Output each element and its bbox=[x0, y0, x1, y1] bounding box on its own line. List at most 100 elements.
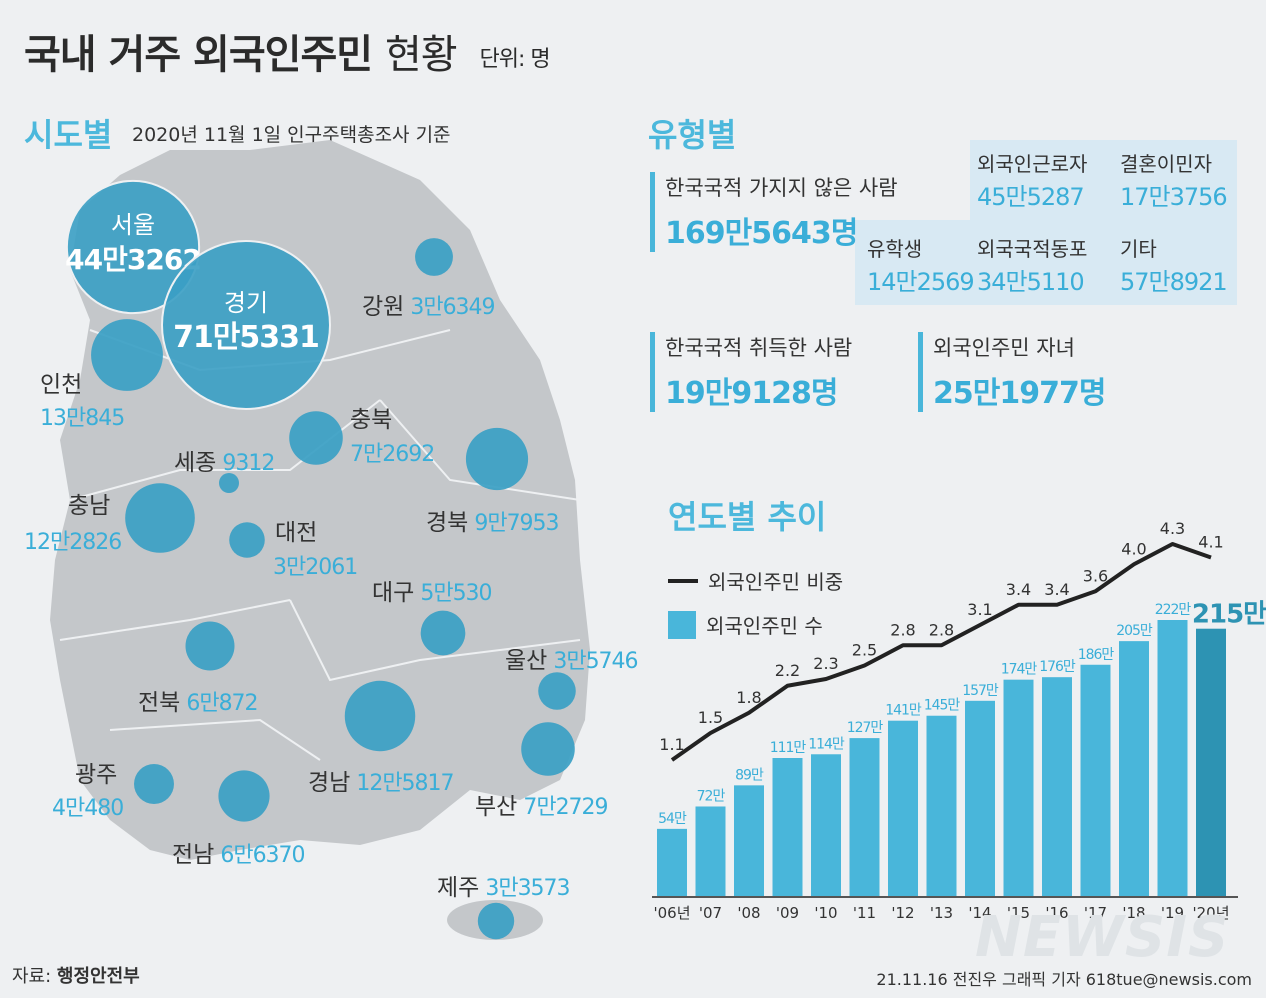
line-value-label: 2.8 bbox=[890, 620, 915, 639]
region-name: 광주 bbox=[75, 762, 118, 788]
bar bbox=[965, 700, 995, 896]
naturalized-block: 한국국적 취득한 사람 19만9128명 bbox=[650, 332, 852, 412]
region-label-6: 충남 bbox=[68, 486, 110, 520]
region-name: 세종 bbox=[174, 450, 217, 476]
line-value-label: 2.5 bbox=[852, 641, 877, 660]
region-bubble bbox=[219, 473, 239, 493]
legend-bar-swatch bbox=[668, 610, 696, 639]
region-value: 7만2692 bbox=[350, 442, 435, 467]
breakdown-value: 14만2569 bbox=[867, 268, 975, 296]
region-label-9: 대구 5만530 bbox=[372, 573, 493, 607]
newsis-logo: NEWSIS bbox=[975, 905, 1230, 970]
breakdown-label: 결혼이민자 bbox=[1120, 152, 1212, 176]
non-citizens-label: 한국국적 가지지 않은 사람 bbox=[665, 176, 898, 200]
line-value-label: 3.4 bbox=[1006, 580, 1031, 599]
bar-value-label: 222만 bbox=[1155, 602, 1192, 618]
bar-value-label: 174만 bbox=[1001, 662, 1038, 678]
title-highlight: 현황 bbox=[385, 32, 458, 78]
line-value-label: 2.8 bbox=[929, 620, 954, 639]
bar-value-label: 111만 bbox=[770, 740, 807, 756]
region-label-11: 울산 3만5746 bbox=[505, 641, 639, 675]
region-name: 제주 bbox=[437, 875, 480, 901]
region-label-7: 대전 bbox=[275, 513, 317, 547]
region-label-3: 강원 3만6349 bbox=[362, 287, 496, 321]
region-name: 충남 bbox=[68, 493, 111, 519]
bar bbox=[1196, 628, 1226, 896]
region-value: 5만530 bbox=[420, 581, 492, 606]
legend-line-swatch bbox=[668, 578, 698, 583]
bar bbox=[926, 715, 957, 896]
x-tick-label: '14 bbox=[968, 904, 991, 922]
bar bbox=[849, 738, 880, 896]
non-citizens-block: 한국국적 가지지 않은 사람 169만5643명 bbox=[650, 172, 898, 252]
x-tick-label: '12 bbox=[891, 904, 914, 922]
children-label: 외국인주민 자녀 bbox=[933, 336, 1075, 360]
region-label-13: 부산 7만2729 bbox=[475, 787, 609, 821]
region-value: 6만6370 bbox=[220, 843, 305, 868]
region-name: 강원 bbox=[362, 294, 405, 320]
region-name: 경기 bbox=[224, 289, 268, 317]
region-label-16: 제주 3만3573 bbox=[437, 868, 571, 902]
line-value-label: 1.1 bbox=[659, 735, 684, 754]
line-value-label: 4.3 bbox=[1160, 520, 1185, 538]
naturalized-label: 한국국적 취득한 사람 bbox=[665, 336, 853, 360]
region-name: 대구 bbox=[372, 580, 415, 606]
non-citizens-value: 169만5643명 bbox=[665, 216, 858, 251]
region-value: 3만6349 bbox=[410, 295, 495, 320]
region-name: 경북 bbox=[426, 510, 469, 536]
region-value: 6만872 bbox=[186, 691, 258, 716]
bar bbox=[888, 720, 918, 896]
breakdown-value: 34만5110 bbox=[977, 268, 1085, 296]
x-tick-label: '16 bbox=[1045, 904, 1068, 922]
region-value-wrap: 13만845 bbox=[40, 400, 125, 432]
children-block: 외국인주민 자녀 25만1977명 bbox=[918, 332, 1106, 412]
bar-value-label: 114만 bbox=[808, 736, 845, 752]
breakdown-item: 외국인근로자 45만5287 bbox=[977, 148, 1087, 212]
korea-map: 서울 44만3262 경기 71만5331 bbox=[50, 140, 590, 940]
region-name: 부산 bbox=[475, 794, 518, 820]
region-label-12: 경남 12만5817 bbox=[308, 763, 455, 797]
region-name: 경남 bbox=[308, 770, 351, 796]
regional-heading: 시도별 bbox=[24, 116, 113, 154]
region-value: 13만845 bbox=[40, 406, 125, 431]
region-name: 인천 bbox=[40, 372, 83, 398]
region-value: 12만5817 bbox=[356, 771, 454, 796]
line-value-label: 2.3 bbox=[813, 654, 838, 673]
region-label-5: 세종 9312 bbox=[174, 443, 275, 477]
region-value-wrap: 4만480 bbox=[52, 790, 124, 822]
line-value-label: 1.8 bbox=[736, 688, 761, 707]
bar-value-label: 127만 bbox=[847, 720, 884, 736]
region-bubble bbox=[465, 427, 529, 491]
trend-chart: 54만 '06년 72만 '07 89만 '08 111만 '09 114만 '10 127만 '11… bbox=[652, 520, 1266, 922]
region-name: 충북 bbox=[350, 407, 393, 433]
bar-value-label: 157만 bbox=[962, 683, 999, 699]
region-bubble bbox=[161, 240, 331, 410]
regional-subtitle: 2020년 11월 1일 인구주택총조사 기준 bbox=[132, 124, 451, 146]
region-name: 서울 bbox=[111, 211, 155, 239]
line-value-label: 4.0 bbox=[1121, 539, 1146, 558]
types-heading: 유형별 bbox=[648, 116, 737, 154]
bar-value-label: 141만 bbox=[885, 703, 922, 719]
region-value: 12만2826 bbox=[24, 530, 122, 555]
breakdown-value: 45만5287 bbox=[977, 183, 1085, 211]
region-bubble bbox=[344, 680, 416, 752]
title-main: 국내 거주 외국인주민 bbox=[24, 32, 373, 78]
region-value: 9312 bbox=[222, 451, 275, 476]
bar-value-label: 72만 bbox=[697, 788, 726, 804]
region-value: 4만480 bbox=[52, 796, 124, 821]
region-label-14: 광주 bbox=[75, 755, 117, 789]
breakdown-label: 외국인근로자 bbox=[977, 152, 1088, 176]
x-tick-label: '11 bbox=[853, 904, 876, 922]
source-label: 자료: bbox=[12, 966, 52, 987]
region-bubble bbox=[185, 621, 235, 671]
bar bbox=[1157, 620, 1188, 896]
line-value-label: 1.5 bbox=[698, 708, 723, 727]
legend-line-label: 외국인주민 비중 bbox=[708, 570, 844, 594]
naturalized-value: 19만9128명 bbox=[665, 376, 838, 411]
x-tick-label: '08 bbox=[737, 904, 760, 922]
region-bubble bbox=[91, 319, 163, 391]
trend-heading: 연도별 추이 bbox=[668, 498, 827, 536]
source-note: 자료: 행정안전부 bbox=[12, 962, 140, 988]
region-name: 대전 bbox=[275, 520, 318, 546]
bar-value-label: 89만 bbox=[735, 767, 764, 783]
